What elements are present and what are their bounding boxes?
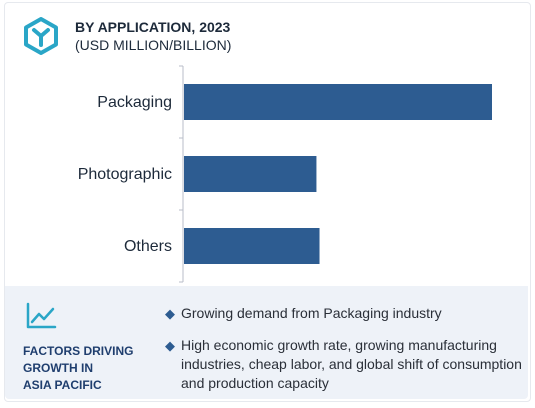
bar-packaging xyxy=(184,84,492,120)
chart-title: BY APPLICATION, 2023 xyxy=(75,19,231,35)
category-label: Photographic xyxy=(78,166,172,183)
diamond-bullet-icon: ◆ xyxy=(165,306,175,321)
factors-title-line: FACTORS DRIVING xyxy=(23,344,134,358)
factors-title: FACTORS DRIVING GROWTH IN ASIA PACIFIC xyxy=(23,343,163,394)
factor-text: High economic growth rate, growing manuf… xyxy=(181,337,522,391)
bar-chart: Packaging Photographic Others xyxy=(78,65,492,283)
factor-list: ◆ Growing demand from Packaging industry… xyxy=(165,304,525,406)
factor-text: Growing demand from Packaging industry xyxy=(181,305,442,321)
factors-title-line: GROWTH IN xyxy=(23,361,93,375)
factor-item: ◆ Growing demand from Packaging industry xyxy=(165,304,525,323)
factor-item: ◆ High economic growth rate, growing man… xyxy=(165,336,525,393)
growth-factors-panel: FACTORS DRIVING GROWTH IN ASIA PACIFIC ◆… xyxy=(5,286,528,399)
category-label: Others xyxy=(124,238,172,255)
bar-others xyxy=(184,228,320,264)
trend-line-icon xyxy=(26,302,57,329)
bar-photographic xyxy=(184,156,317,192)
chart-subtitle: (USD MILLION/BILLION) xyxy=(75,37,232,53)
factors-title-line: ASIA PACIFIC xyxy=(23,378,102,392)
cube-hexagon-icon xyxy=(24,17,58,55)
diamond-bullet-icon: ◆ xyxy=(165,338,175,353)
category-label: Packaging xyxy=(97,94,172,111)
chart-card: BY APPLICATION, 2023 (USD MILLION/BILLIO… xyxy=(4,2,531,402)
